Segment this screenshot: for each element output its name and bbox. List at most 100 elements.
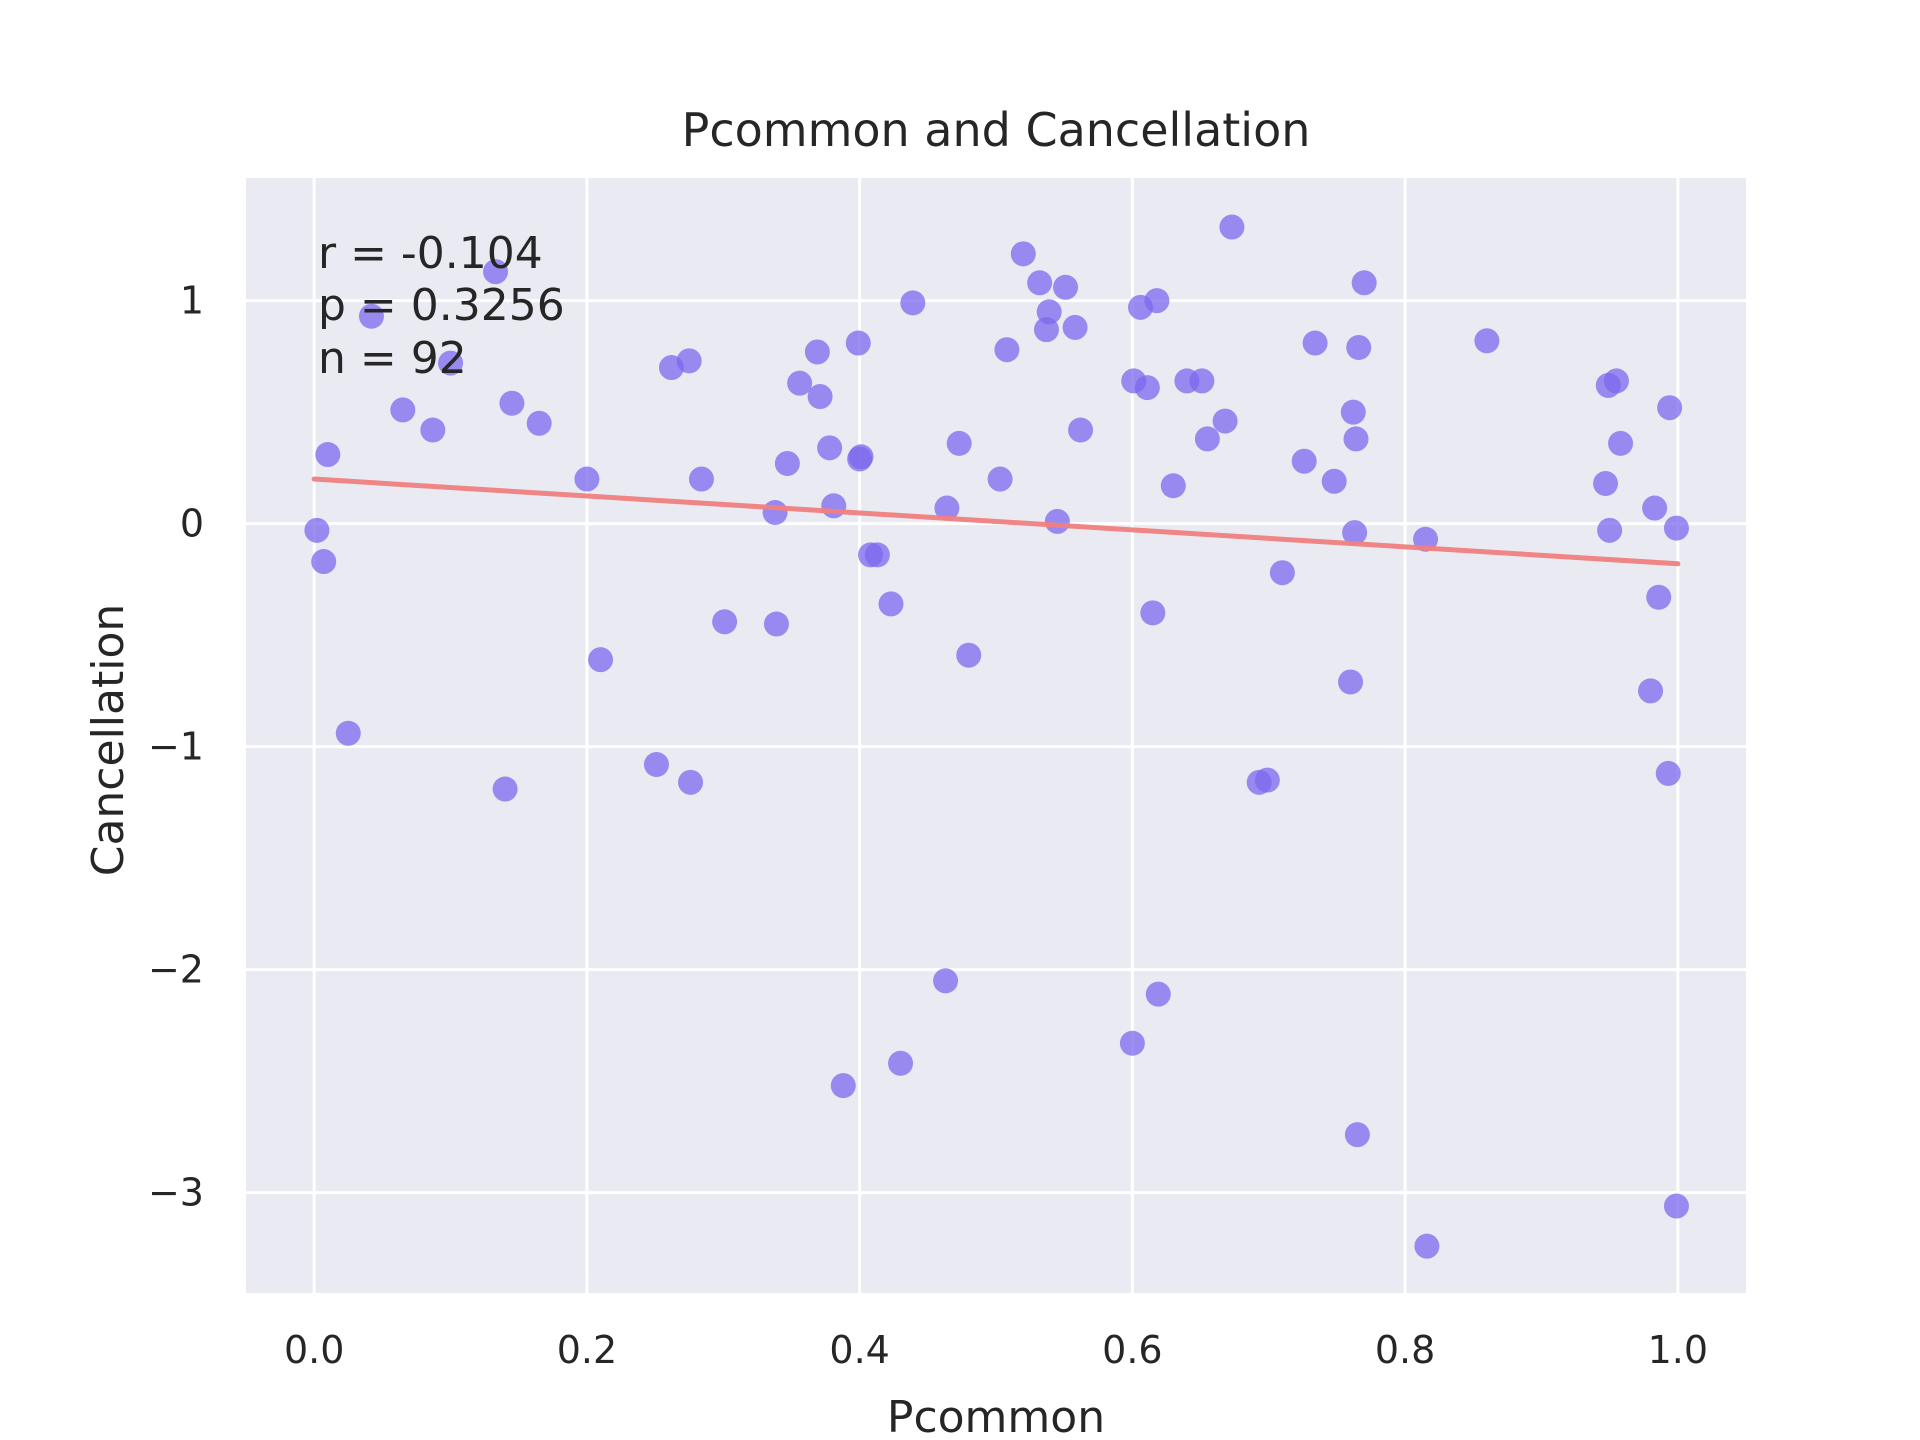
data-point: [807, 384, 833, 410]
data-point: [774, 450, 800, 476]
data-point: [492, 776, 518, 802]
data-point: [1212, 408, 1238, 434]
data-point: [900, 290, 926, 316]
data-point: [934, 495, 960, 521]
data-point: [1189, 368, 1215, 394]
data-point: [1027, 270, 1053, 296]
data-point: [1603, 368, 1629, 394]
y-tick-label: −3: [148, 1171, 204, 1215]
data-points: [304, 214, 1689, 1259]
data-point: [315, 442, 341, 468]
y-tick-label: 1: [180, 279, 204, 323]
data-point: [845, 330, 871, 356]
data-point: [438, 350, 464, 376]
data-point: [1657, 395, 1683, 421]
y-tick-label: −2: [148, 948, 204, 992]
data-point: [956, 642, 982, 668]
data-point: [1597, 517, 1623, 543]
data-point: [1144, 288, 1170, 314]
data-point: [1342, 520, 1368, 546]
stat-n: n = 92: [318, 333, 467, 384]
data-point: [1663, 515, 1689, 541]
data-point: [1036, 299, 1062, 325]
chart-title: Pcommon and Cancellation: [682, 103, 1311, 157]
data-point: [304, 517, 330, 543]
data-point: [933, 968, 959, 994]
data-point: [1638, 678, 1664, 704]
data-point: [1338, 669, 1364, 695]
data-point: [1119, 1030, 1145, 1056]
data-point: [1344, 1122, 1370, 1148]
data-point: [1194, 426, 1220, 452]
data-point: [712, 609, 738, 635]
data-point: [1302, 330, 1328, 356]
stat-p: p = 0.3256: [318, 280, 565, 331]
data-point: [787, 370, 813, 396]
data-point: [588, 647, 614, 673]
data-point: [1068, 417, 1094, 443]
x-tick-label: 0.8: [1375, 1328, 1435, 1372]
data-point: [678, 769, 704, 795]
data-point: [1269, 560, 1295, 586]
y-tick-labels: 1 0 −1 −2 −3: [148, 279, 204, 1215]
data-point: [987, 466, 1013, 492]
data-point: [1663, 1193, 1689, 1219]
x-tick-label: 1.0: [1648, 1328, 1708, 1372]
x-tick-label: 0.4: [829, 1328, 889, 1372]
data-point: [817, 435, 843, 461]
data-point: [526, 410, 552, 436]
data-point: [688, 466, 714, 492]
data-point: [676, 348, 702, 374]
data-point: [946, 430, 972, 456]
data-point: [994, 337, 1020, 363]
data-point: [1343, 426, 1369, 452]
data-point: [420, 417, 446, 443]
data-point: [762, 500, 788, 525]
data-point: [1140, 600, 1166, 626]
data-point: [1053, 274, 1079, 300]
data-point: [1062, 314, 1088, 340]
data-point: [335, 720, 361, 746]
data-point: [1646, 584, 1672, 610]
y-tick-label: −1: [148, 725, 204, 769]
x-tick-label: 0.2: [557, 1328, 617, 1372]
data-point: [1340, 399, 1366, 425]
data-point: [1291, 448, 1317, 474]
x-axis-title: Pcommon: [887, 1392, 1105, 1440]
data-point: [830, 1073, 856, 1099]
data-point: [1642, 495, 1668, 521]
data-point: [574, 466, 600, 492]
stat-r: r = -0.104: [318, 228, 543, 279]
data-point: [1655, 760, 1681, 786]
x-tick-labels: 0.0 0.2 0.4 0.6 0.8 1.0: [284, 1328, 1708, 1372]
x-tick-label: 0.6: [1102, 1328, 1162, 1372]
data-point: [1160, 473, 1186, 499]
data-point: [878, 591, 904, 617]
data-point: [643, 751, 669, 777]
y-axis-title: Cancellation: [83, 604, 134, 877]
data-point: [1145, 981, 1171, 1007]
data-point: [358, 303, 384, 329]
data-point: [483, 259, 509, 285]
regression-line: [311, 476, 1681, 567]
data-point: [1351, 270, 1377, 296]
data-point: [1321, 468, 1347, 494]
data-point: [499, 390, 525, 416]
data-point: [1608, 430, 1634, 456]
data-point: [763, 611, 789, 637]
data-point: [864, 542, 890, 568]
data-point: [1219, 214, 1245, 240]
y-tick-label: 0: [180, 502, 204, 546]
plot-area: [246, 178, 1746, 1293]
data-point: [1254, 767, 1280, 793]
data-point: [1010, 241, 1036, 267]
data-point: [1593, 471, 1619, 497]
data-point: [1346, 334, 1372, 360]
data-point: [1134, 375, 1160, 401]
data-point: [804, 339, 830, 365]
data-point: [1474, 328, 1500, 354]
data-point: [1044, 508, 1070, 534]
data-point: [848, 444, 874, 470]
data-point: [1414, 1233, 1440, 1259]
